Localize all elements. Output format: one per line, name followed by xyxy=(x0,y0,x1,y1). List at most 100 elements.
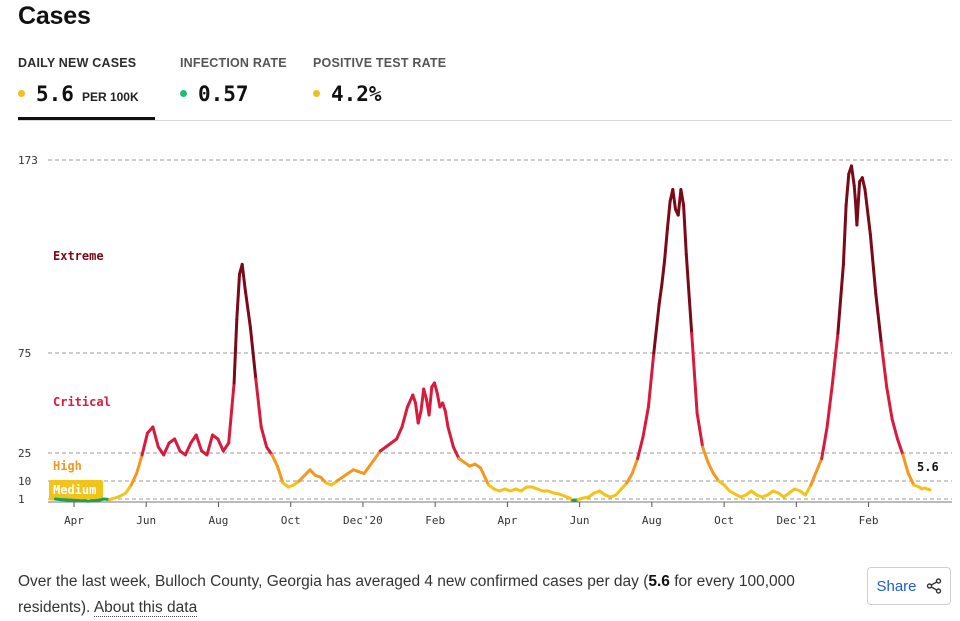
series-line-segment xyxy=(662,260,665,284)
x-tick-label: Dec'20 xyxy=(343,514,383,527)
series-line-segment xyxy=(876,294,882,343)
series-line-segment xyxy=(445,411,448,427)
series-line-segment xyxy=(708,462,713,473)
metric-tabs: DAILY NEW CASES 5.6 PER 100K INFECTION R… xyxy=(18,56,952,121)
series-line-segment xyxy=(838,264,844,333)
metric-unit: PER 100K xyxy=(82,90,139,104)
series-line-segment xyxy=(242,264,245,288)
series-line-segment xyxy=(854,186,855,202)
tab-infection-rate[interactable]: INFECTION RATE 0.57 xyxy=(180,56,295,119)
series-line-segment xyxy=(218,439,223,451)
series-line-segment xyxy=(448,427,453,447)
x-tick-label: Apr xyxy=(64,514,84,527)
series-line-segment xyxy=(245,288,250,327)
y-tick-label: 10 xyxy=(18,475,31,488)
series-line-segment xyxy=(435,383,438,393)
series-line-segment xyxy=(659,284,662,304)
series-line-segment xyxy=(908,474,914,486)
tab-daily-new-cases[interactable]: DAILY NEW CASES 5.6 PER 100K xyxy=(18,56,155,120)
series-line-segment xyxy=(870,235,875,294)
series-line-segment xyxy=(686,255,691,334)
series-line-segment xyxy=(703,447,708,462)
series-line-segment xyxy=(843,205,846,264)
series-line-segment xyxy=(402,407,407,427)
series-line-segment xyxy=(692,333,697,413)
series-line-segment xyxy=(131,474,136,486)
series-line-segment xyxy=(137,455,143,474)
series-line-segment xyxy=(643,407,648,437)
x-tick-label: Dec'21 xyxy=(776,514,816,527)
x-tick-label: Feb xyxy=(859,514,879,527)
share-button[interactable]: Share xyxy=(867,567,951,605)
share-label: Share xyxy=(876,578,916,595)
series-line-segment xyxy=(846,174,849,206)
metric-value: 5.6 xyxy=(36,82,74,106)
series-line-segment xyxy=(142,433,147,455)
status-dot-icon xyxy=(180,90,187,97)
series-line-segment xyxy=(277,466,283,483)
series-line-segment xyxy=(207,435,213,455)
risk-level-label: Critical xyxy=(53,395,111,409)
series-line-segment xyxy=(261,427,266,447)
series-line-segment xyxy=(852,166,855,186)
series-line-segment xyxy=(196,435,201,451)
risk-level-label: High xyxy=(53,459,82,473)
summary-text: Over the last week, Bulloch County, Geor… xyxy=(18,569,808,621)
series-line-segment xyxy=(234,320,237,384)
series-line-segment xyxy=(862,178,865,190)
series-line-segment xyxy=(697,413,703,447)
series-line-segment xyxy=(237,274,240,319)
risk-level-label: Medium xyxy=(53,483,96,497)
x-tick-label: Oct xyxy=(281,514,301,527)
series-line-segment xyxy=(927,489,930,490)
series-line-segment xyxy=(229,383,234,443)
series-line-segment xyxy=(627,474,633,484)
metric-label: DAILY NEW CASES xyxy=(18,56,155,70)
last-value-label: 5.6 xyxy=(917,460,939,474)
risk-level-label: Extreme xyxy=(53,249,104,263)
about-data-link[interactable]: About this data xyxy=(94,599,197,617)
x-tick-label: Oct xyxy=(714,514,734,527)
metric-value: 0.57 xyxy=(198,82,249,106)
series-line-segment xyxy=(648,353,653,407)
series-line-segment xyxy=(865,190,870,235)
metric-value: 4.2% xyxy=(331,82,382,106)
series-line-segment xyxy=(827,383,832,427)
x-tick-label: Jun xyxy=(136,514,156,527)
summary-bold-value: 5.6 xyxy=(648,573,670,590)
series-line-segment xyxy=(272,455,277,466)
series-line-segment xyxy=(881,343,886,387)
y-tick-label: 75 xyxy=(18,347,31,360)
series-line-segment xyxy=(175,439,180,451)
series-line-segment xyxy=(816,459,821,472)
series-line-segment xyxy=(887,387,892,419)
series-line-segment xyxy=(667,201,670,229)
page-title: Cases xyxy=(18,2,91,31)
x-tick-label: Jun xyxy=(570,514,590,527)
status-dot-icon xyxy=(313,90,320,97)
share-icon xyxy=(926,578,942,594)
series-line-segment xyxy=(418,411,421,423)
tab-positive-test-rate[interactable]: POSITIVE TEST RATE 4.2% xyxy=(313,56,458,119)
series-line-segment xyxy=(256,379,261,427)
y-tick-label: 1 xyxy=(18,493,25,506)
x-tick-label: Aug xyxy=(642,514,662,527)
series-line-segment xyxy=(673,190,676,210)
y-tick-label: 173 xyxy=(18,154,38,167)
series-line-segment xyxy=(892,419,897,439)
series-line-segment xyxy=(857,182,860,225)
metric-label: INFECTION RATE xyxy=(180,56,295,70)
series-line-segment xyxy=(397,427,402,439)
series-line-segment xyxy=(811,472,816,485)
series-line-segment xyxy=(654,304,659,353)
series-line-segment xyxy=(632,459,637,474)
series-line-segment xyxy=(681,190,684,206)
status-dot-icon xyxy=(18,90,25,97)
series-line-segment xyxy=(903,455,908,474)
series-line-segment xyxy=(833,333,838,383)
series-line-segment xyxy=(429,387,432,415)
summary-text-part: Over the last week, Bulloch County, Geor… xyxy=(18,573,648,590)
series-line-segment xyxy=(437,393,440,407)
x-tick-label: Apr xyxy=(497,514,517,527)
